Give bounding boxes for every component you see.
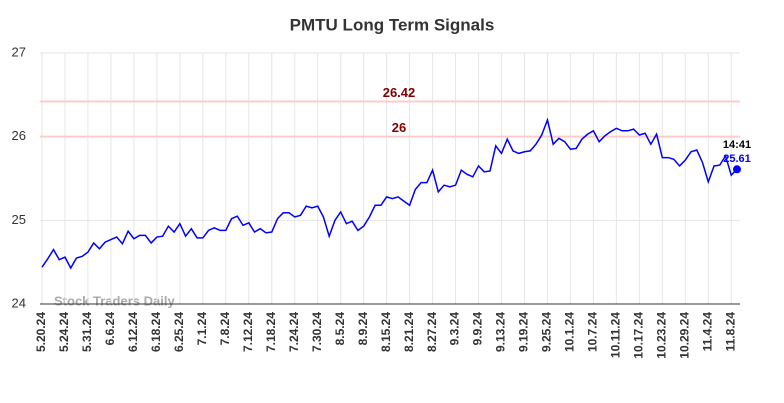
x-tick-label: 5.24.24 xyxy=(57,312,71,352)
x-tick-label: 10.7.24 xyxy=(586,312,600,352)
x-tick-label: 7.30.24 xyxy=(310,312,324,352)
y-tick-label: 25 xyxy=(12,212,26,227)
x-tick-label: 7.18.24 xyxy=(264,312,278,352)
price-line xyxy=(41,117,738,270)
last-point xyxy=(733,165,741,174)
x-tick-label: 10.23.24 xyxy=(655,312,669,359)
y-tick-label: 24 xyxy=(12,295,26,310)
signal-label: 26.42 xyxy=(383,85,416,100)
x-tick-label: 7.8.24 xyxy=(218,312,232,346)
x-tick-label: 8.21.24 xyxy=(402,312,416,352)
watermark: Stock Traders Daily xyxy=(54,293,175,308)
x-tick-label: 11.8.24 xyxy=(723,312,737,352)
y-tick-label: 26 xyxy=(12,128,26,143)
x-tick-label: 9.13.24 xyxy=(494,312,508,352)
last-value: 25.61 xyxy=(723,153,751,165)
x-tick-label: 6.18.24 xyxy=(149,312,163,352)
x-tick-label: 5.31.24 xyxy=(80,312,94,352)
x-tick-label: 6.6.24 xyxy=(103,312,117,346)
x-tick-label: 9.9.24 xyxy=(471,312,485,346)
x-tick-label: 8.27.24 xyxy=(425,312,439,352)
x-tick-label: 10.29.24 xyxy=(677,312,691,359)
signal-label: 26 xyxy=(392,120,406,135)
x-tick-label: 8.9.24 xyxy=(356,312,370,346)
last-time: 14:41 xyxy=(723,139,751,151)
x-tick-label: 9.19.24 xyxy=(517,312,531,352)
x-tick-label: 5.20.24 xyxy=(34,312,48,352)
y-tick-label: 27 xyxy=(12,44,26,59)
x-tick-label: 6.25.24 xyxy=(172,312,186,352)
chart-title: PMTU Long Term Signals xyxy=(290,15,495,34)
x-tick-label: 9.25.24 xyxy=(540,312,554,352)
x-tick-label: 11.4.24 xyxy=(700,312,714,352)
x-tick-label: 8.15.24 xyxy=(379,312,393,352)
x-tick-label: 7.24.24 xyxy=(287,312,301,352)
x-tick-label: 7.1.24 xyxy=(195,312,209,346)
x-tick-label: 8.5.24 xyxy=(333,312,347,346)
x-tick-label: 10.17.24 xyxy=(632,312,646,359)
x-tick-label: 9.3.24 xyxy=(448,312,462,346)
x-tick-label: 6.12.24 xyxy=(126,312,140,352)
x-tick-label: 10.1.24 xyxy=(563,312,577,352)
x-tick-label: 7.12.24 xyxy=(241,312,255,352)
x-tick-label: 10.11.24 xyxy=(609,312,623,358)
